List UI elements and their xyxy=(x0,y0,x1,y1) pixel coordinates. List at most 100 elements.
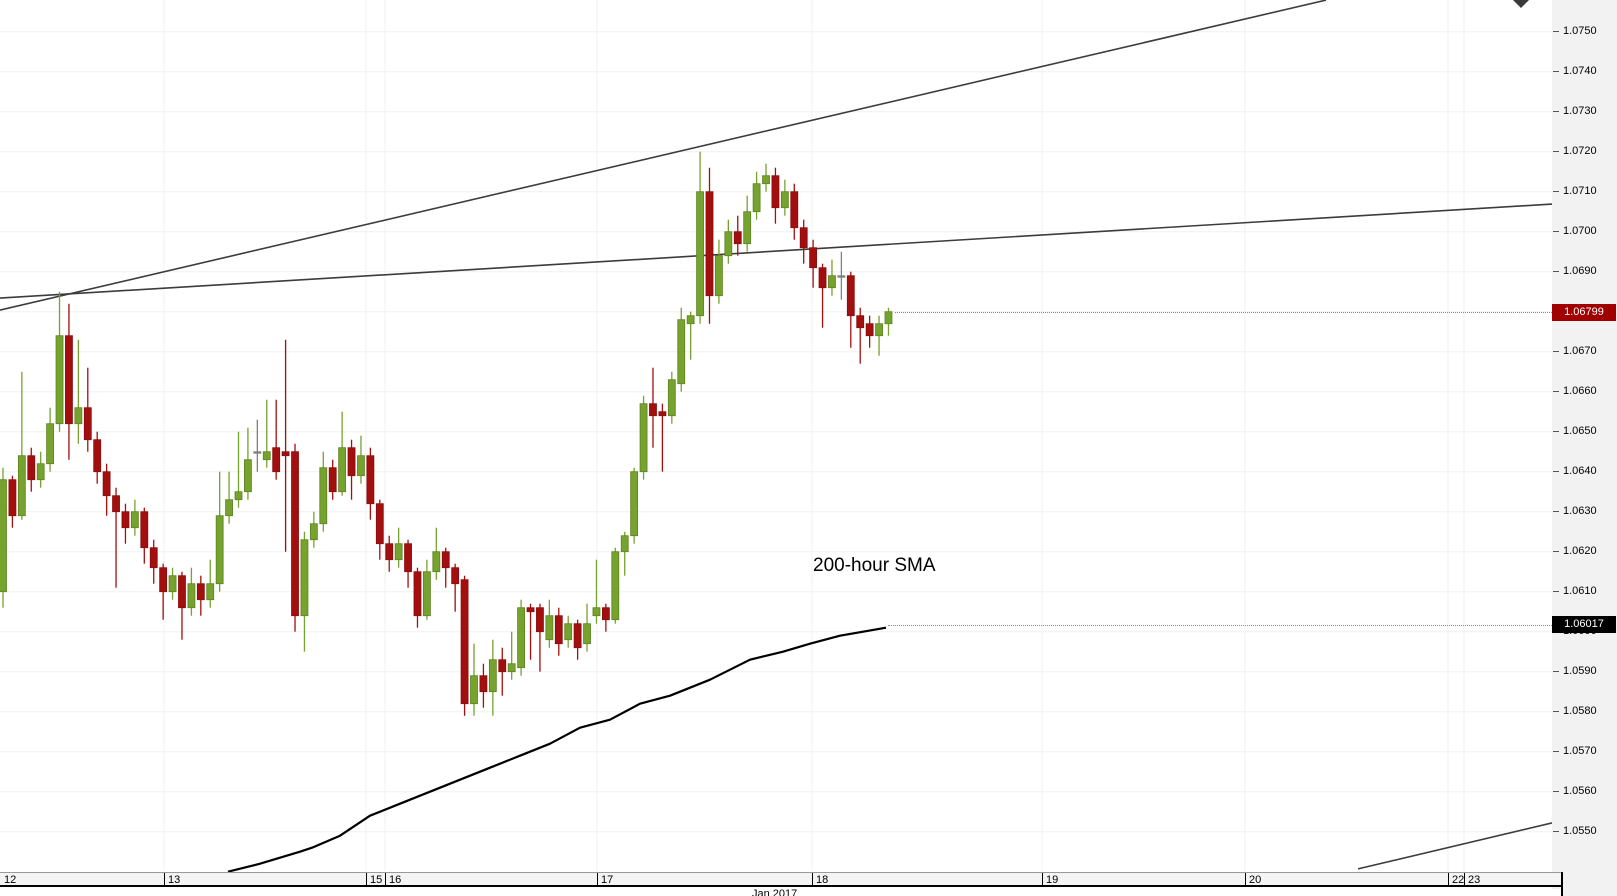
candle-body-bull[interactable] xyxy=(225,499,233,517)
candle-body-bear[interactable] xyxy=(536,607,544,633)
candle-body-bull[interactable] xyxy=(488,659,497,693)
candle-body-bear[interactable] xyxy=(65,335,73,425)
candle-body-bull[interactable] xyxy=(696,191,704,317)
candle-body-bull[interactable] xyxy=(884,311,893,325)
sma-line[interactable] xyxy=(227,626,887,873)
candle-body-bear[interactable] xyxy=(799,227,808,249)
candle-body-bull[interactable] xyxy=(168,575,177,593)
candle-body-bear[interactable] xyxy=(328,467,337,493)
candle-body-bull[interactable] xyxy=(620,535,629,553)
price-axis[interactable]: 1.0750 1.0740 1.0730 1.0720 1.0710 1.0700 1.06… xyxy=(1552,0,1617,896)
date-axis[interactable]: 12 13 15 16 17 18 19 20 22 23 xyxy=(0,872,1561,887)
candle-body-bull[interactable] xyxy=(357,455,365,477)
candle-body-bull[interactable] xyxy=(875,323,883,337)
candle-body-bear[interactable] xyxy=(102,471,111,497)
candle-body-bull[interactable] xyxy=(338,447,347,493)
candle-body-bear[interactable] xyxy=(112,495,120,513)
candle-body-bear[interactable] xyxy=(733,231,742,245)
trendline-rising-resistance-steep[interactable] xyxy=(0,0,1327,311)
chart-plot-area[interactable] xyxy=(0,0,1552,896)
candle-body-bear[interactable] xyxy=(479,675,488,693)
candle-body-bear[interactable] xyxy=(149,547,158,569)
candle-body-bull[interactable] xyxy=(583,623,591,645)
candle-body-bear[interactable] xyxy=(196,583,205,601)
candle-body-bull[interactable] xyxy=(667,379,676,417)
candle-body-bull[interactable] xyxy=(319,467,328,525)
candle-body-bull[interactable] xyxy=(639,403,648,473)
trendline-minor-support-lower-right[interactable] xyxy=(1357,822,1552,870)
candle-body-bull[interactable] xyxy=(234,491,243,501)
candle-body-bear[interactable] xyxy=(649,403,657,417)
candle-body-bear[interactable] xyxy=(347,447,356,477)
trendline-rising-resistance-shallow[interactable] xyxy=(0,203,1552,299)
candle-body-bear[interactable] xyxy=(818,267,827,289)
candle-body-bear[interactable] xyxy=(498,659,507,673)
candle-body-bull[interactable] xyxy=(828,275,836,289)
candle-body-bear[interactable] xyxy=(705,191,714,297)
candle-body-bull[interactable] xyxy=(762,175,770,185)
candle-body-bear[interactable] xyxy=(366,455,375,505)
candle-body-bear[interactable] xyxy=(291,451,299,617)
candle-body-bull[interactable] xyxy=(130,511,139,529)
candle-body-bull[interactable] xyxy=(394,543,403,561)
candle-body-bear[interactable] xyxy=(790,191,799,229)
candle-body-bear[interactable] xyxy=(460,579,469,705)
candle-body-bull[interactable] xyxy=(715,255,723,297)
candle-body-bull[interactable] xyxy=(564,623,573,641)
candle-body-bear[interactable] xyxy=(272,447,281,473)
candle-body-doji[interactable] xyxy=(253,451,262,454)
candle-body-bull[interactable] xyxy=(206,583,215,601)
candle-body-bull[interactable] xyxy=(677,319,686,385)
candle-body-bear[interactable] xyxy=(375,503,384,545)
candle-body-bear[interactable] xyxy=(856,315,865,329)
candle-body-bear[interactable] xyxy=(526,607,535,613)
candle-body-bear[interactable] xyxy=(771,175,780,209)
candle-body-bull[interactable] xyxy=(780,191,789,209)
candle-body-bear[interactable] xyxy=(554,615,563,645)
candle-body-bull[interactable] xyxy=(46,423,54,465)
candle-body-bull[interactable] xyxy=(592,607,601,617)
candle-body-bull[interactable] xyxy=(752,183,761,213)
candle-body-bull[interactable] xyxy=(74,407,83,425)
candle-body-bear[interactable] xyxy=(658,411,667,417)
candle-body-bull[interactable] xyxy=(724,231,733,257)
candle-body-doji[interactable] xyxy=(837,275,846,278)
candle-body-bull[interactable] xyxy=(517,607,525,669)
candle-body-bear[interactable] xyxy=(281,451,290,457)
candle-body-bull[interactable] xyxy=(545,615,554,641)
candle-body-bear[interactable] xyxy=(8,479,17,517)
candle-body-bear[interactable] xyxy=(93,439,102,473)
candle-body-bear[interactable] xyxy=(121,511,130,529)
candle-body-bear[interactable] xyxy=(846,275,855,317)
candle-body-bull[interactable] xyxy=(262,451,271,461)
candle-body-bear[interactable] xyxy=(601,607,610,621)
candle-body-bear[interactable] xyxy=(178,575,186,609)
candle-body-bull[interactable] xyxy=(215,515,224,585)
candle-body-bear[interactable] xyxy=(404,543,412,573)
candle-body-bull[interactable] xyxy=(422,571,431,617)
candle-body-bear[interactable] xyxy=(159,567,168,593)
candle-body-bear[interactable] xyxy=(385,543,394,561)
candle-body-bear[interactable] xyxy=(27,455,36,481)
candle-body-bull[interactable] xyxy=(244,459,252,493)
candle-body-bear[interactable] xyxy=(441,551,450,569)
candle-body-bull[interactable] xyxy=(432,551,441,573)
candle-body-bull[interactable] xyxy=(507,663,516,673)
candle-body-bull[interactable] xyxy=(309,523,318,541)
candle-body-bull[interactable] xyxy=(0,479,7,593)
candle-body-bear[interactable] xyxy=(809,247,818,269)
candle-body-bear[interactable] xyxy=(413,571,422,617)
candle-body-bull[interactable] xyxy=(743,211,752,245)
candle-body-bear[interactable] xyxy=(140,511,149,549)
candle-body-bear[interactable] xyxy=(83,407,92,441)
candle-body-bear[interactable] xyxy=(573,623,582,649)
candle-body-bull[interactable] xyxy=(630,471,639,537)
candle-body-bull[interactable] xyxy=(300,539,309,617)
candle-body-bull[interactable] xyxy=(36,463,45,481)
candle-body-bear[interactable] xyxy=(865,323,874,337)
candle-body-bull[interactable] xyxy=(55,335,64,425)
candle-body-bull[interactable] xyxy=(686,315,695,325)
candle-body-bull[interactable] xyxy=(611,551,620,621)
candle-body-bear[interactable] xyxy=(451,567,460,585)
candle-body-bull[interactable] xyxy=(187,583,196,609)
